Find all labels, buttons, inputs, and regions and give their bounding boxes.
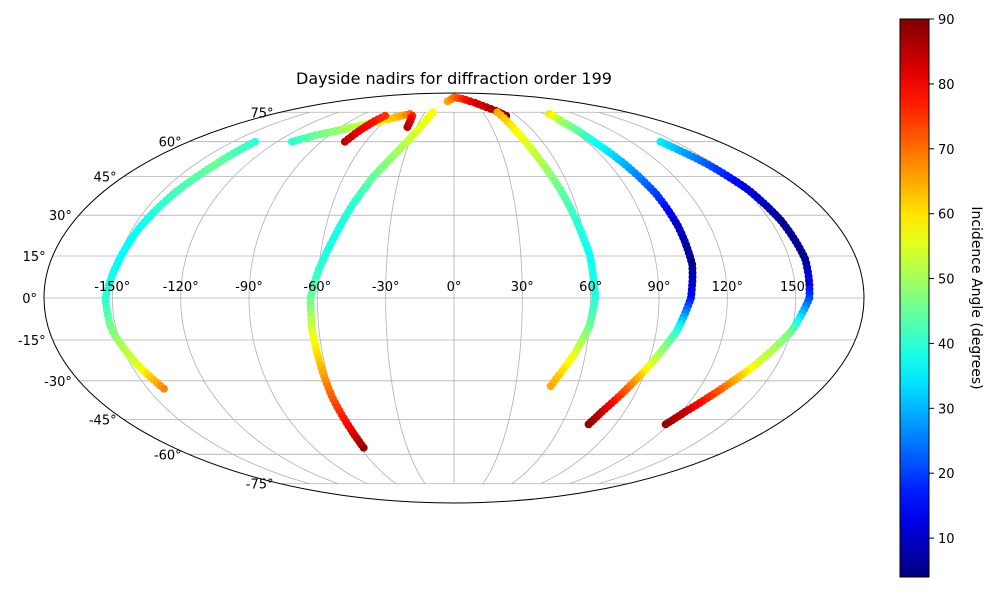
longitude-tick-labels: -150° -120° -90° -60° -30° 0° 30° 60° 90° 120° 150… <box>94 280 811 295</box>
data-point <box>403 123 412 132</box>
latitude-tick-labels: 75° 60° 45° 30° 15° 0° -15° -30° -45° -60° -75° <box>18 106 274 492</box>
colorbar-tick-label: 10 <box>938 532 955 547</box>
latitude-tick-label: -45° <box>89 413 117 428</box>
longitude-tick-label: 0° <box>447 280 462 295</box>
colorbar-tick-label: 20 <box>938 467 955 482</box>
latitude-tick-label: 0° <box>22 292 37 307</box>
longitude-tick-label: 60° <box>579 280 602 295</box>
data-point <box>661 420 670 429</box>
latitude-tick-label: 60° <box>159 136 182 151</box>
colorbar-tick-label: 80 <box>938 78 955 93</box>
latitude-tick-label: 75° <box>250 106 273 121</box>
longitude-tick-label: -30° <box>372 280 400 295</box>
data-point <box>359 443 368 452</box>
colorbar-tick-label: 70 <box>938 143 955 158</box>
data-point <box>546 382 555 391</box>
data-point <box>160 384 168 393</box>
longitude-tick-label: -60° <box>303 280 331 295</box>
latitude-tick-label: 30° <box>49 209 72 224</box>
colorbar-label: Incidence Angle (degrees) <box>968 206 984 389</box>
colorbar-tick-label: 30 <box>938 402 955 417</box>
map-boundary <box>43 92 865 504</box>
data-point <box>381 111 390 120</box>
colorbar <box>899 18 930 578</box>
chart-title: Dayside nadirs for diffraction order 199 <box>296 69 612 88</box>
longitude-tick-label: 120° <box>712 280 743 295</box>
longitude-tick-label: 90° <box>647 280 670 295</box>
colorbar-tick-label: 50 <box>938 273 955 288</box>
latitude-tick-label: 45° <box>94 171 117 186</box>
map-grid <box>44 111 864 485</box>
longitude-tick-label: 150° <box>780 280 811 295</box>
latitude-tick-label: -15° <box>18 334 46 349</box>
latitude-tick-label: -30° <box>44 375 72 390</box>
colorbar-tick-label: 90 <box>938 13 955 28</box>
latitude-tick-label: -60° <box>154 448 182 463</box>
longitude-tick-label: -150° <box>94 280 130 295</box>
longitude-tick-label: -120° <box>163 280 199 295</box>
latitude-tick-label: -75° <box>246 478 274 493</box>
data-point <box>584 420 593 429</box>
data-points <box>101 93 814 452</box>
longitude-tick-label: 30° <box>511 280 534 295</box>
colorbar-tick-label: 60 <box>938 208 955 223</box>
longitude-tick-label: -90° <box>235 280 263 295</box>
latitude-tick-label: 15° <box>23 250 46 265</box>
colorbar-ticks: 10 20 30 40 50 60 70 80 90 <box>929 13 955 547</box>
colorbar-tick-label: 40 <box>938 337 955 352</box>
